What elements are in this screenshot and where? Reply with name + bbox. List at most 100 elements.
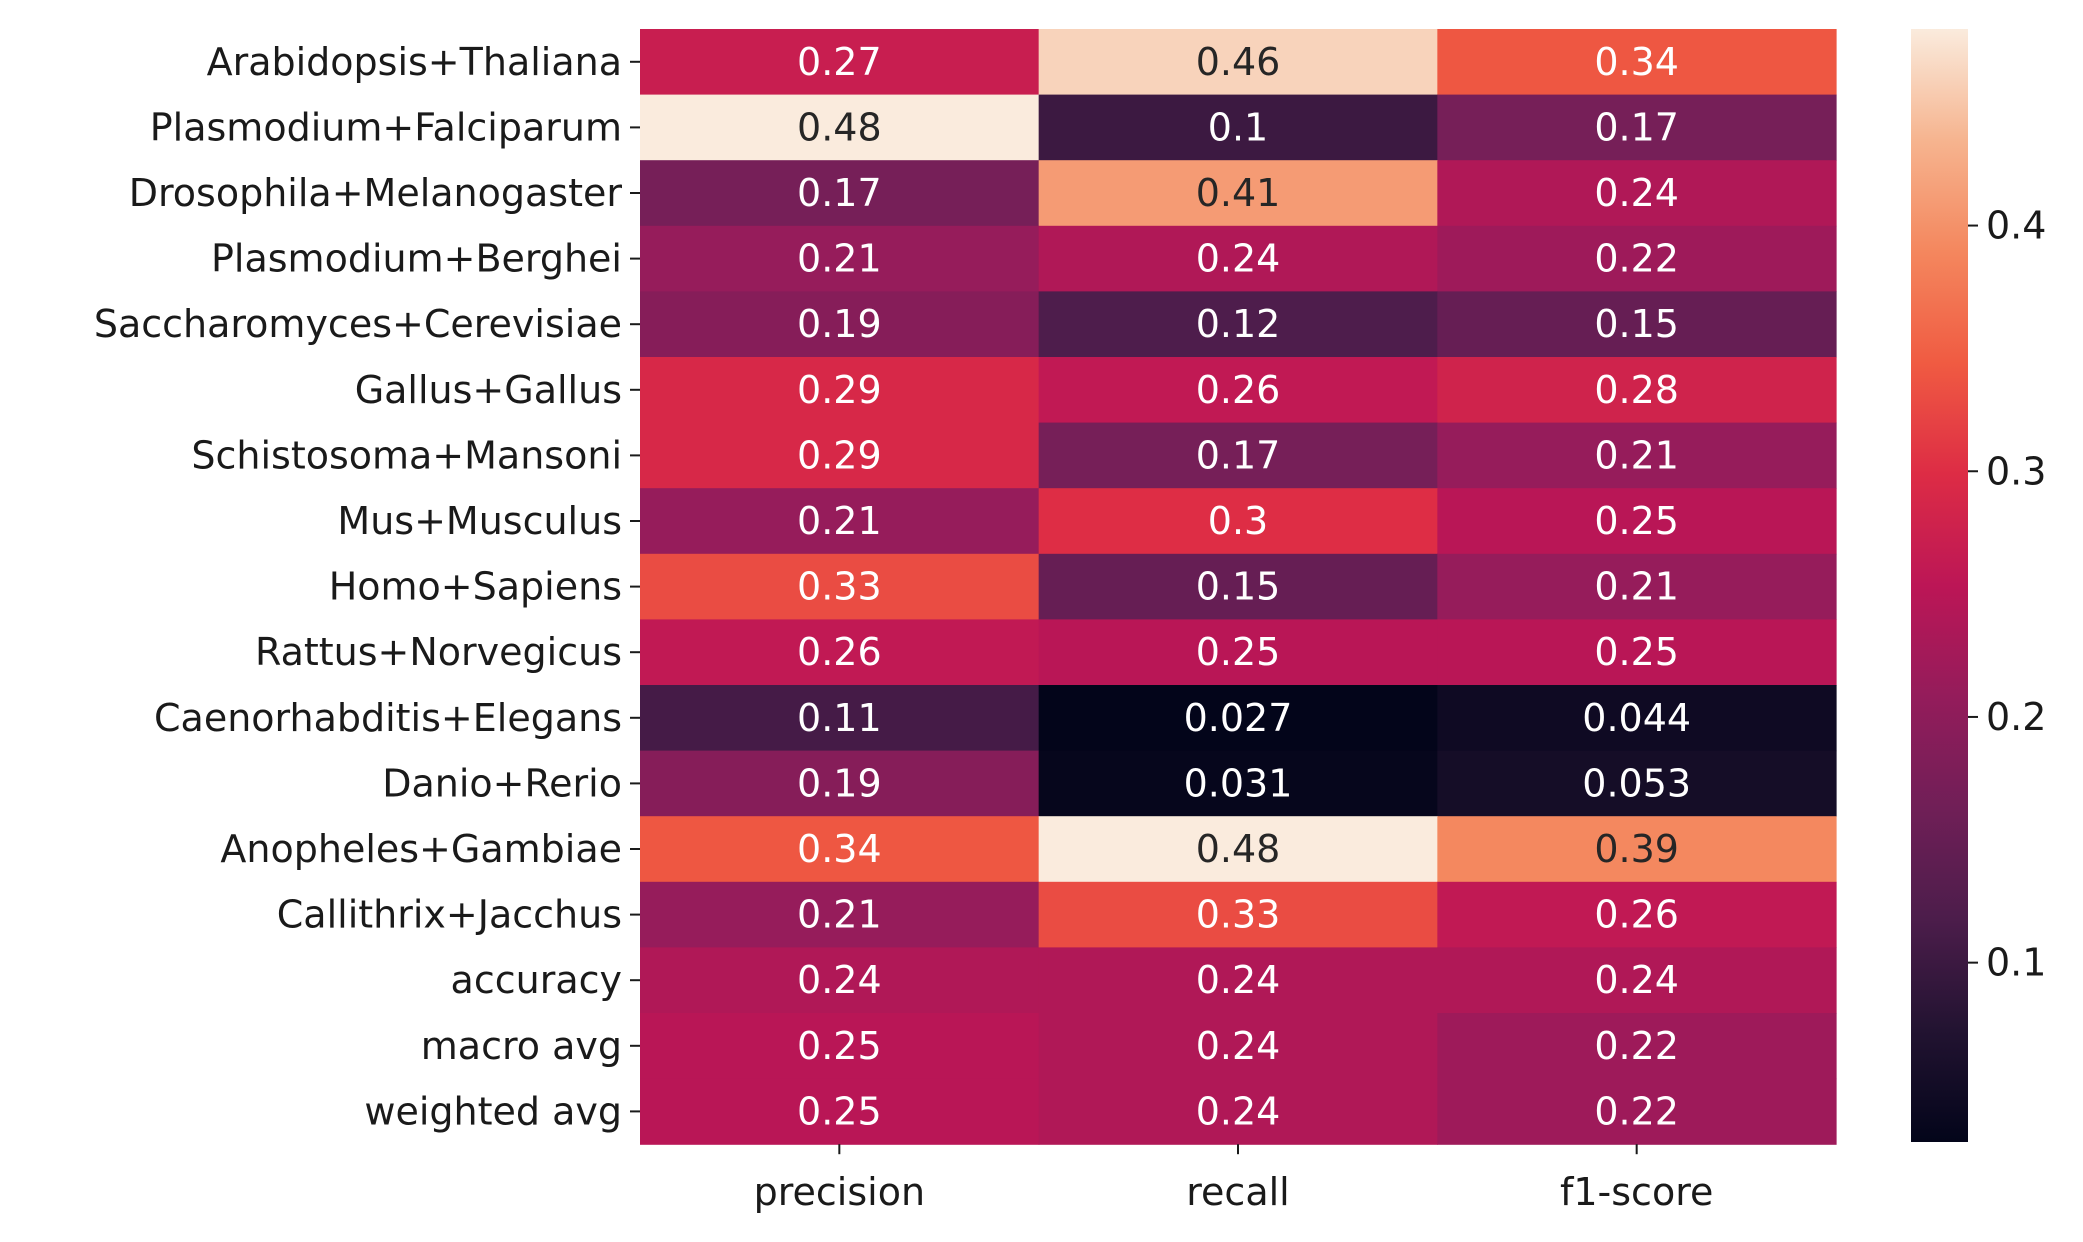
y-tick-label: Schistosoma+Mansoni xyxy=(191,433,622,477)
heatmap-cell xyxy=(1437,750,1837,817)
cell-value-label: 0.24 xyxy=(1594,958,1679,1002)
heatmap-cell xyxy=(640,422,1040,489)
cell-value-label: 0.11 xyxy=(797,696,882,740)
cell-value-label: 0.12 xyxy=(1196,302,1281,346)
cell-value-label: 0.24 xyxy=(1196,1089,1281,1133)
cell-value-label: 0.3 xyxy=(1208,499,1268,543)
x-tick-label: recall xyxy=(1186,1170,1289,1214)
heatmap-cell xyxy=(1038,160,1438,227)
heatmap-cell xyxy=(640,1013,1040,1080)
cell-value-label: 0.21 xyxy=(797,499,882,543)
heatmap-cell xyxy=(1437,160,1837,227)
heatmap-cell xyxy=(1437,1013,1837,1080)
colorbar-tick-label: 0.3 xyxy=(1986,449,2046,493)
y-axis: Arabidopsis+Thaliana Plasmodium+Falciparu… xyxy=(94,40,640,1133)
cell-value-label: 0.027 xyxy=(1184,696,1293,740)
cell-value-label: 0.28 xyxy=(1594,368,1679,412)
heatmap-cell xyxy=(1437,685,1837,752)
y-tick-label: Homo+Sapiens xyxy=(329,565,622,609)
heatmap-cell xyxy=(1437,488,1837,555)
x-tick-label: f1-score xyxy=(1560,1170,1713,1214)
cell-value-label: 0.21 xyxy=(1594,565,1679,609)
heatmap-cell xyxy=(1038,94,1438,161)
heatmap-cell xyxy=(1437,947,1837,1014)
heatmap-cell xyxy=(640,881,1040,948)
cell-value-label: 0.34 xyxy=(1594,40,1679,84)
heatmap-cell xyxy=(1038,881,1438,948)
cell-value-label: 0.29 xyxy=(797,433,882,477)
cell-value-label: 0.24 xyxy=(797,958,882,1002)
cell-value-label: 0.15 xyxy=(1594,302,1679,346)
heatmap-cell xyxy=(1437,225,1837,292)
colorbar-gradient xyxy=(1911,29,1968,1142)
heatmap-cell xyxy=(1437,1078,1837,1145)
y-tick-label: accuracy xyxy=(451,958,622,1002)
heatmap-cell xyxy=(1437,29,1837,96)
cell-value-label: 0.33 xyxy=(797,565,882,609)
heatmap-cell xyxy=(1038,685,1438,752)
heatmap-cell xyxy=(1437,357,1837,424)
cell-value-label: 0.27 xyxy=(797,40,882,84)
heatmap-cell xyxy=(1038,947,1438,1014)
heatmap-cell xyxy=(640,619,1040,686)
cell-value-label: 0.24 xyxy=(1196,958,1281,1002)
heatmap-cell xyxy=(1038,750,1438,817)
heatmap-cell xyxy=(640,488,1040,555)
cell-value-label: 0.21 xyxy=(797,893,882,937)
heatmap-cell xyxy=(640,225,1040,292)
heatmap-cell xyxy=(1038,619,1438,686)
heatmap-cell xyxy=(640,750,1040,817)
heatmap-cell xyxy=(1038,422,1438,489)
heatmap-cell xyxy=(1437,816,1837,883)
colorbar-tick-label: 0.1 xyxy=(1986,941,2046,985)
heatmap-cell xyxy=(1038,1078,1438,1145)
y-tick-label: Rattus+Norvegicus xyxy=(255,630,622,674)
heatmap-cell xyxy=(1038,488,1438,555)
cell-value-label: 0.41 xyxy=(1196,171,1281,215)
heatmap-cell xyxy=(1038,29,1438,96)
heatmap-cell xyxy=(640,291,1040,358)
heatmap-cell xyxy=(1437,94,1837,161)
cell-value-label: 0.46 xyxy=(1196,40,1281,84)
cell-value-label: 0.24 xyxy=(1196,237,1281,281)
heatmap-cell xyxy=(640,357,1040,424)
cell-value-label: 0.25 xyxy=(797,1024,882,1068)
cell-value-label: 0.21 xyxy=(797,237,882,281)
y-tick-label: Plasmodium+Berghei xyxy=(211,237,622,281)
heatmap-cell xyxy=(1437,619,1837,686)
y-tick-label: weighted avg xyxy=(364,1089,622,1133)
cell-value-label: 0.1 xyxy=(1208,105,1268,149)
cell-value-label: 0.24 xyxy=(1196,1024,1281,1068)
cell-value-label: 0.19 xyxy=(797,302,882,346)
y-tick-label: Saccharomyces+Cerevisiae xyxy=(94,302,622,346)
heatmap-cell xyxy=(1437,291,1837,358)
cell-value-label: 0.17 xyxy=(797,171,882,215)
y-tick-label: Anopheles+Gambiae xyxy=(220,827,622,871)
heatmap-cell xyxy=(640,816,1040,883)
y-tick-label: Arabidopsis+Thaliana xyxy=(207,40,622,84)
cell-value-label: 0.15 xyxy=(1196,565,1281,609)
cell-value-label: 0.26 xyxy=(1594,893,1679,937)
y-tick-label: Plasmodium+Falciparum xyxy=(150,105,622,149)
cell-value-label: 0.25 xyxy=(1594,630,1679,674)
heatmap-cell xyxy=(640,947,1040,1014)
y-tick-label: Callithrix+Jacchus xyxy=(277,893,622,937)
cell-value-label: 0.22 xyxy=(1594,237,1679,281)
heatmap-cells xyxy=(640,29,1837,1145)
cell-value-label: 0.053 xyxy=(1582,761,1691,805)
heatmap-cell xyxy=(1038,225,1438,292)
heatmap-cell xyxy=(1437,422,1837,489)
heatmap-cell xyxy=(1038,553,1438,620)
heatmap-cell xyxy=(640,685,1040,752)
x-axis: precision recall f1-score xyxy=(754,1144,1713,1214)
heatmap-cell xyxy=(640,1078,1040,1145)
cell-value-label: 0.24 xyxy=(1594,171,1679,215)
heatmap-cell xyxy=(640,160,1040,227)
cell-value-label: 0.25 xyxy=(1594,499,1679,543)
y-tick-label: macro avg xyxy=(421,1024,622,1068)
cell-value-label: 0.25 xyxy=(1196,630,1281,674)
x-tick-label: precision xyxy=(754,1170,925,1214)
cell-value-label: 0.17 xyxy=(1196,433,1281,477)
